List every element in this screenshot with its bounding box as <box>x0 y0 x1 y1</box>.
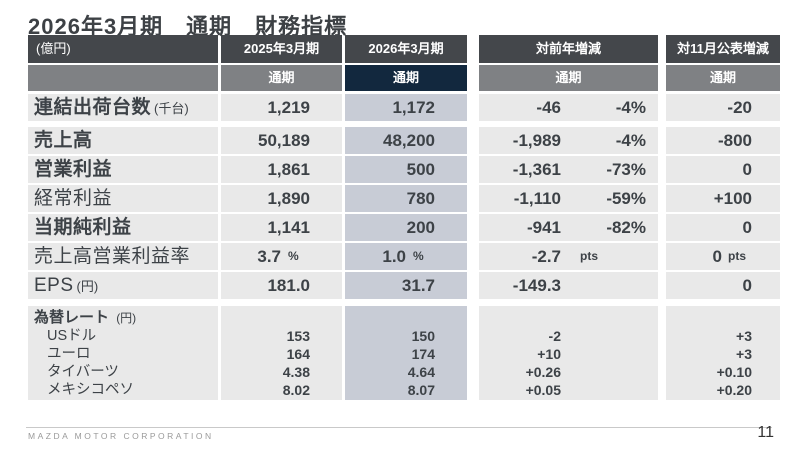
percent-unit: % <box>413 249 424 263</box>
pts-unit: pts <box>580 249 598 263</box>
vs-nov-value: 0 <box>666 272 780 299</box>
fy2026-value: 500 <box>345 156 467 183</box>
pts-unit: pts <box>728 249 746 263</box>
table-row-operating-profit: 営業利益 1,861 500 -1,361 -73% 0 <box>28 156 800 183</box>
fy2025-value: 3.7% <box>221 243 342 270</box>
table-row-operating-margin: 売上高営業利益率 3.7% 1.0% -2.7 pts 0 pts <box>28 243 800 270</box>
row-label: 営業利益 <box>28 156 218 183</box>
table-row-shipments: 連結出荷台数 (千台) 1,219 1,172 -46 -4% -20 <box>28 94 800 121</box>
fx-label-eur: ユーロ <box>47 346 91 362</box>
fx-label-thb: タイバーツ <box>47 364 119 380</box>
fy2025-value: 1,219 <box>221 94 342 121</box>
financial-table: (億円) 2025年3月期 2026年3月期 対前年増減 対11月公表増減 通期… <box>28 35 800 400</box>
footer-company-name: MAZDA MOTOR CORPORATION <box>28 431 214 441</box>
yoy-value: -2.7 pts <box>479 243 658 270</box>
page-title: 2026年3月期 通期 財務指標 <box>28 14 348 39</box>
fx-labels: 為替レート (円) USドル ユーロ タイバーツ メキシコペソ <box>28 306 218 400</box>
fx-vs-nov-values: +3 +3 +0.10 +0.20 <box>666 306 780 400</box>
table-header-row-1: (億円) 2025年3月期 2026年3月期 対前年増減 対11月公表増減 <box>28 35 800 63</box>
fx-section-title: 為替レート (円) <box>34 309 137 326</box>
yoy-value: -46 -4% <box>479 94 658 121</box>
table-row-ordinary-profit: 経常利益 1,890 780 -1,110 -59% +100 <box>28 185 800 212</box>
fy2025-value: 1,890 <box>221 185 342 212</box>
column-header-fy2026: 2026年3月期 <box>345 35 467 63</box>
percent-unit: % <box>288 249 299 263</box>
vs-nov-value: 0 <box>666 214 780 241</box>
footer-divider <box>26 427 772 428</box>
vs-nov-value: -20 <box>666 94 780 121</box>
vs-nov-value: 0 <box>666 156 780 183</box>
fy2026-value: 48,200 <box>345 127 467 154</box>
unit-label: (億円) <box>28 35 218 63</box>
yoy-value: -1,361 -73% <box>479 156 658 183</box>
table-row-eps: EPS (円) 181.0 31.7 -149.3 0 <box>28 272 800 299</box>
vs-nov-value: 0 pts <box>666 243 780 270</box>
column-header-vs-nov: 対11月公表増減 <box>666 35 780 63</box>
fx-label-mxn: メキシコペソ <box>47 382 134 398</box>
subheader-empty <box>28 65 218 91</box>
row-label: 売上高営業利益率 <box>28 243 218 270</box>
fy2026-value: 31.7 <box>345 272 467 299</box>
column-header-yoy: 対前年増減 <box>479 35 658 63</box>
yoy-value: -1,110 -59% <box>479 185 658 212</box>
fx-rate-section: 為替レート (円) USドル ユーロ タイバーツ メキシコペソ 153 164 … <box>28 306 800 400</box>
row-label: 当期純利益 <box>28 214 218 241</box>
table-row-revenue: 売上高 50,189 48,200 -1,989 -4% -800 <box>28 127 800 154</box>
fx-fy2025-values: 153 164 4.38 8.02 <box>221 306 342 400</box>
fy2025-value: 50,189 <box>221 127 342 154</box>
row-label: 売上高 <box>28 127 218 154</box>
fx-yoy-values: -2 +10 +0.26 +0.05 <box>479 306 658 400</box>
column-header-fy2025: 2025年3月期 <box>221 35 342 63</box>
row-label: EPS (円) <box>28 272 218 299</box>
subheader-yoy-period: 通期 <box>479 65 658 91</box>
fx-fy2026-values: 150 174 4.64 8.07 <box>345 306 467 400</box>
fy2026-value: 1,172 <box>345 94 467 121</box>
fy2025-value: 1,861 <box>221 156 342 183</box>
fx-label-usd: USドル <box>47 328 97 344</box>
yoy-value: -1,989 -4% <box>479 127 658 154</box>
subheader-fy2025-period: 通期 <box>221 65 342 91</box>
fy2025-value: 1,141 <box>221 214 342 241</box>
subheader-fy2026-period: 通期 <box>345 65 467 91</box>
fy2026-value: 1.0% <box>345 243 467 270</box>
subheader-vs-nov-period: 通期 <box>666 65 780 91</box>
table-header-row-2: 通期 通期 通期 通期 <box>28 65 800 91</box>
table-row-net-income: 当期純利益 1,141 200 -941 -82% 0 <box>28 214 800 241</box>
yoy-value: -149.3 <box>479 272 658 299</box>
page-number: 11 <box>757 424 774 441</box>
fy2026-value: 200 <box>345 214 467 241</box>
row-label: 連結出荷台数 (千台) <box>28 94 218 121</box>
yoy-value: -941 -82% <box>479 214 658 241</box>
vs-nov-value: -800 <box>666 127 780 154</box>
row-label: 経常利益 <box>28 185 218 212</box>
fy2025-value: 181.0 <box>221 272 342 299</box>
fy2026-value: 780 <box>345 185 467 212</box>
vs-nov-value: +100 <box>666 185 780 212</box>
